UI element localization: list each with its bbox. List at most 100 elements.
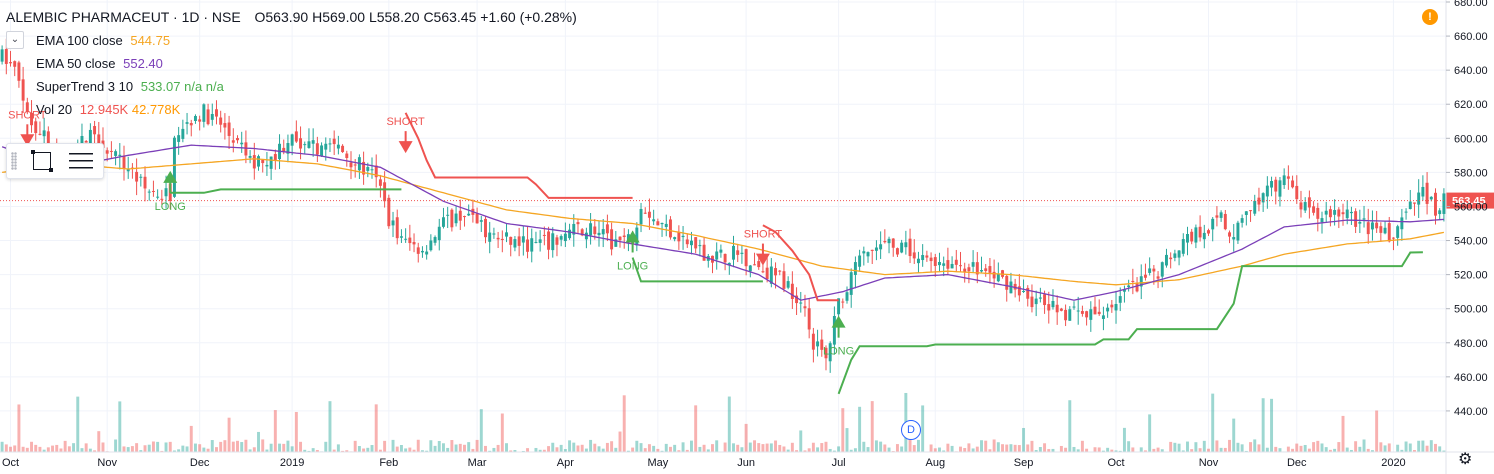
candle-body [933, 257, 937, 266]
long-label: LONG [155, 201, 186, 213]
candle-body [404, 238, 408, 240]
candle-body [946, 260, 950, 269]
volume-bar [126, 447, 130, 452]
volume-bar [1291, 448, 1295, 452]
volume-bar [740, 447, 744, 452]
candle-body [1110, 304, 1114, 308]
candle-body [458, 210, 462, 221]
volume-bar [1417, 440, 1421, 452]
candle-body [273, 154, 277, 160]
volume-bar [963, 448, 967, 452]
gear-icon[interactable]: ⚙ [1458, 451, 1473, 468]
volume-bars [0, 392, 1446, 452]
volume-bar [370, 445, 374, 452]
candle-body [475, 213, 479, 224]
candle-body [509, 236, 513, 245]
candle-body [551, 233, 555, 251]
symbol-name[interactable]: ALEMBIC PHARMACEUT [6, 9, 170, 25]
candle-body [1143, 274, 1147, 278]
volume-bar [803, 450, 807, 452]
volume-bar [353, 440, 357, 452]
candle-body [984, 268, 988, 272]
candle-body [341, 145, 345, 153]
indicator-volume[interactable]: Vol 20 12.945K 42.778K [36, 98, 577, 121]
volume-bar [795, 450, 799, 452]
candle-body [1047, 304, 1051, 311]
time-tick-label: Feb [379, 457, 398, 469]
volume-bar [467, 442, 471, 452]
candle-body [1341, 212, 1345, 215]
volume-bar [837, 446, 841, 452]
candle-body [656, 221, 660, 226]
candle-body [1345, 209, 1349, 219]
volume-bar [223, 440, 227, 452]
volume-bar [1328, 449, 1332, 452]
time-tick-label: Dec [190, 457, 210, 469]
candle-body [862, 251, 866, 254]
volume-bar [357, 446, 361, 452]
volume-bar [1413, 450, 1416, 452]
candle-body [895, 248, 899, 255]
candle-body [795, 295, 799, 304]
candle-body [601, 229, 605, 235]
chevron-down-icon[interactable]: ⌄ [6, 31, 24, 49]
indicator-ema50[interactable]: EMA 50 close 552.40 [36, 52, 577, 75]
volume-bar [845, 428, 849, 452]
supertrend-up-segment [170, 188, 402, 194]
candle-body [1076, 310, 1080, 312]
exclamation-icon[interactable]: ! [1422, 9, 1438, 25]
volume-bar [698, 446, 702, 452]
candle-body [967, 267, 971, 272]
volume-bar [1244, 450, 1248, 452]
interval[interactable]: 1D [181, 9, 200, 25]
price-tick-label: 440.00 [1454, 406, 1488, 418]
menu-lines-icon[interactable] [69, 153, 93, 169]
supertrend-up-segment [837, 251, 1423, 395]
volume-bar [895, 444, 899, 452]
candle-body [42, 130, 46, 137]
volume-bar [76, 396, 80, 452]
candle-body [345, 153, 349, 158]
volume-bar [139, 450, 143, 452]
rectangle-tool-icon[interactable] [31, 150, 53, 172]
volume-bar [799, 430, 803, 452]
candle-body [748, 265, 752, 272]
candle-body [904, 242, 908, 248]
drag-handle-icon[interactable] [11, 152, 17, 170]
candle-body [921, 255, 925, 261]
candle-body [139, 176, 143, 178]
candle-body [521, 236, 525, 243]
dividend-marker-icon[interactable]: D [901, 420, 921, 440]
volume-bar [1169, 441, 1173, 452]
candle-body [349, 162, 353, 168]
chart-legend: ALEMBIC PHARMACEUT · 1D · NSE O563.90 H5… [6, 6, 577, 121]
volume-bar [1349, 449, 1353, 452]
indicator-ema100[interactable]: EMA 100 close 544.75 [36, 29, 577, 52]
price-tick-label: 660.00 [1454, 31, 1488, 43]
candle-body [1383, 227, 1387, 234]
volume-bar [1303, 444, 1307, 452]
candle-body [1093, 306, 1097, 315]
volume-bar [72, 443, 76, 452]
indicator-supertrend[interactable]: SuperTrend 3 10 533.07 n/a n/a [36, 75, 577, 98]
volume-bar [1236, 442, 1240, 452]
volume-bar [832, 450, 836, 452]
candle-body [849, 272, 853, 295]
candle-body [736, 250, 740, 255]
volume-bar [1143, 450, 1147, 452]
time-tick-label: Oct [2, 457, 19, 469]
volume-bar [1022, 427, 1026, 452]
volume-bar [563, 449, 567, 452]
volume-bar [980, 440, 983, 452]
short-label: SHORT [386, 116, 425, 128]
volume-bar [887, 447, 891, 452]
candle-body [1236, 222, 1240, 241]
candle-body [1131, 280, 1135, 282]
volume-bar [652, 445, 656, 452]
volume-bar [9, 446, 12, 452]
candle-body [265, 164, 269, 167]
volume-bar [34, 444, 38, 452]
volume-bar [366, 447, 370, 452]
candle-body [732, 245, 735, 260]
